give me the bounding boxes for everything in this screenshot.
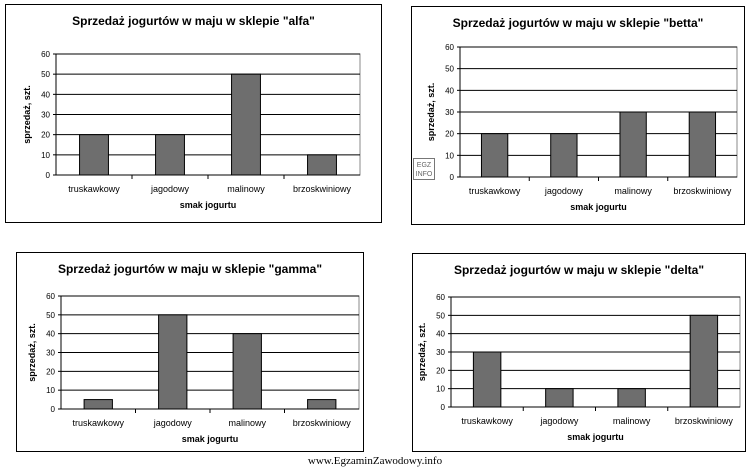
- bar-truskawkowy: [480, 133, 509, 178]
- x-tick-label: malinowy: [227, 184, 265, 194]
- bar-brzoskwiniowy: [307, 399, 337, 410]
- chart-panel-gamma: Sprzedaż jogurtów w maju w sklepie "gamm…: [16, 252, 364, 452]
- bar-malinowy: [617, 388, 646, 408]
- chart-gamma: Sprzedaż jogurtów w maju w sklepie "gamm…: [27, 262, 360, 444]
- bar-malinowy: [232, 333, 262, 410]
- x-tick-label: truskawkowy: [469, 186, 521, 196]
- y-tick-label: 40: [445, 86, 454, 95]
- y-tick-label: 50: [41, 70, 50, 79]
- y-tick-label: 10: [46, 386, 55, 395]
- y-tick-label: 50: [445, 65, 454, 74]
- x-tick-label: brzoskwiniowy: [293, 184, 352, 194]
- chart-title: Sprzedaż jogurtów w maju w sklepie "gamm…: [58, 262, 322, 276]
- y-tick-label: 60: [445, 43, 454, 52]
- x-tick-label: jagodowy: [150, 184, 190, 194]
- bar-jagodowy: [155, 134, 185, 176]
- x-axis-label: smak jogurtu: [567, 432, 624, 442]
- x-tick-label: malinowy: [614, 186, 652, 196]
- chart-panel-betta: Sprzedaż jogurtów w maju w sklepie "bett…: [411, 6, 745, 225]
- y-tick-label: 0: [46, 171, 51, 180]
- y-tick-label: 30: [445, 108, 454, 117]
- chart-title: Sprzedaż jogurtów w maju w sklepie "alfa…: [72, 14, 315, 28]
- bar-jagodowy: [545, 388, 574, 408]
- y-axis-label: sprzedaż, szt.: [417, 323, 427, 382]
- bar-jagodowy: [550, 133, 578, 178]
- x-tick-label: brzoskwiniowy: [293, 418, 352, 428]
- y-tick-label: 0: [51, 405, 56, 414]
- y-axis-label: sprzedaż, szt.: [22, 85, 32, 144]
- y-tick-label: 20: [46, 367, 55, 376]
- x-axis-label: smak jogurtu: [570, 202, 627, 212]
- x-tick-label: truskawkowy: [72, 418, 124, 428]
- bar-truskawkowy: [83, 399, 113, 410]
- y-tick-label: 30: [46, 349, 55, 358]
- y-tick-label: 40: [46, 330, 55, 339]
- bar-malinowy: [231, 73, 261, 176]
- y-tick-label: 10: [41, 151, 50, 160]
- y-tick-label: 60: [46, 292, 55, 301]
- x-tick-label: malinowy: [613, 416, 651, 426]
- x-tick-label: jagodowy: [153, 418, 193, 428]
- y-tick-label: 30: [41, 111, 50, 120]
- chart-title: Sprzedaż jogurtów w maju w sklepie "bett…: [453, 16, 704, 30]
- stamp-label-2: INFO: [416, 171, 433, 178]
- y-tick-label: 10: [445, 151, 454, 160]
- chart-title: Sprzedaż jogurtów w maju w sklepie "delt…: [454, 263, 704, 277]
- y-axis-label: sprzedaż, szt.: [426, 83, 436, 142]
- chart-betta: Sprzedaż jogurtów w maju w sklepie "bett…: [426, 16, 738, 212]
- bar-jagodowy: [158, 314, 188, 410]
- y-tick-label: 40: [41, 90, 50, 99]
- y-tick-label: 0: [441, 403, 446, 412]
- chart-panel-alfa: Sprzedaż jogurtów w maju w sklepie "alfa…: [5, 4, 382, 223]
- y-tick-label: 20: [436, 366, 445, 375]
- y-tick-label: 10: [436, 385, 445, 394]
- y-tick-label: 50: [436, 311, 445, 320]
- chart-delta: Sprzedaż jogurtów w maju w sklepie "delt…: [417, 263, 741, 442]
- y-tick-label: 0: [450, 173, 455, 182]
- y-tick-label: 50: [46, 311, 55, 320]
- y-tick-label: 60: [436, 293, 445, 302]
- watermark-stamp: EGZ INFO: [413, 158, 435, 180]
- x-tick-label: truskawkowy: [461, 416, 513, 426]
- y-tick-label: 40: [436, 330, 445, 339]
- footer-url[interactable]: www.EgzaminZawodowy.info: [307, 455, 443, 467]
- y-tick-label: 20: [41, 131, 50, 140]
- x-tick-label: jagodowy: [539, 416, 579, 426]
- bar-malinowy: [619, 111, 647, 178]
- bar-truskawkowy: [79, 134, 109, 176]
- bar-brzoskwiniowy: [688, 111, 717, 178]
- y-tick-label: 60: [41, 50, 50, 59]
- x-tick-label: truskawkowy: [68, 184, 120, 194]
- bar-brzoskwiniowy: [307, 154, 337, 176]
- x-tick-label: brzoskwiniowy: [673, 186, 732, 196]
- chart-panel-delta: Sprzedaż jogurtów w maju w sklepie "delt…: [412, 253, 746, 452]
- stamp-label: EGZ: [417, 162, 432, 169]
- y-tick-label: 20: [445, 130, 454, 139]
- x-axis-label: smak jogurtu: [180, 200, 237, 210]
- x-axis-label: smak jogurtu: [182, 434, 239, 444]
- x-tick-label: brzoskwiniowy: [675, 416, 734, 426]
- bar-truskawkowy: [472, 351, 502, 408]
- y-axis-label: sprzedaż, szt.: [27, 323, 37, 382]
- x-tick-label: jagodowy: [544, 186, 584, 196]
- chart-alfa: Sprzedaż jogurtów w maju w sklepie "alfa…: [22, 14, 361, 210]
- bar-brzoskwiniowy: [689, 314, 719, 408]
- x-tick-label: malinowy: [228, 418, 266, 428]
- y-tick-label: 30: [436, 348, 445, 357]
